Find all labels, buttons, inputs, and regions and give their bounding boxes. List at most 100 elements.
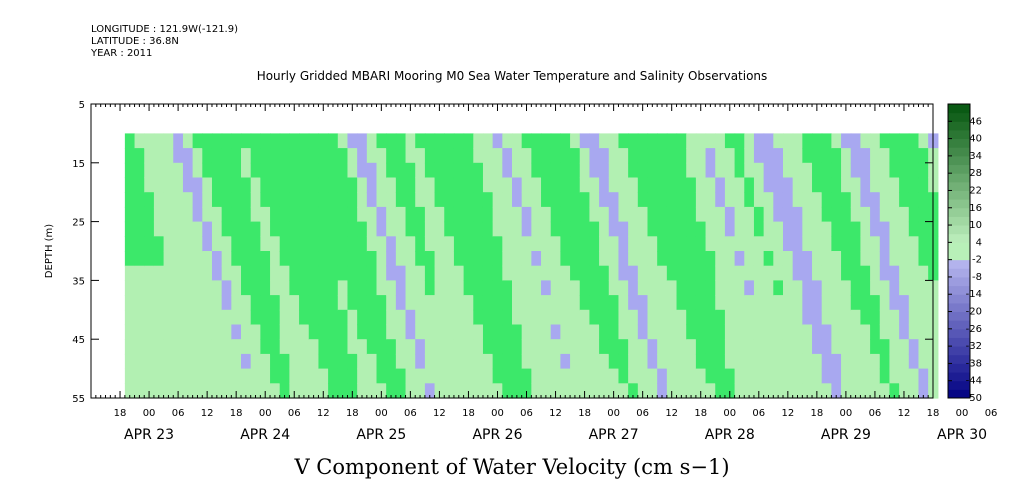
heatmap-cell	[647, 192, 658, 208]
heatmap-cell	[550, 295, 561, 311]
heatmap-cell	[279, 251, 290, 267]
heatmap-cell	[173, 309, 184, 326]
x-tick-label: 18	[810, 408, 823, 419]
heatmap-cell	[899, 177, 910, 193]
heatmap-cell	[850, 236, 862, 252]
heatmap-cell	[753, 368, 765, 384]
heatmap-cell	[541, 236, 552, 252]
heatmap-cell	[182, 265, 194, 281]
x-date-label: APR 28	[705, 427, 755, 443]
heatmap-cell	[231, 280, 242, 296]
heatmap-cell	[173, 353, 184, 370]
heatmap-cell	[415, 221, 426, 237]
heatmap-cell	[502, 309, 513, 326]
heatmap-cell	[647, 206, 658, 223]
colorbar-label: -14	[966, 289, 982, 300]
heatmap-cell	[153, 339, 165, 355]
heatmap-cell	[695, 133, 707, 149]
heatmap-cell	[134, 353, 145, 370]
heatmap-cell	[686, 339, 697, 355]
heatmap-cell	[279, 383, 290, 399]
heatmap-cell	[395, 148, 407, 164]
heatmap-cell	[182, 236, 194, 252]
heatmap-cell	[347, 206, 358, 223]
heatmap-cell	[482, 265, 494, 281]
heatmap-cell	[318, 148, 329, 164]
heatmap-cell	[560, 353, 571, 370]
colorbar-swatch	[948, 121, 970, 131]
heatmap-cell	[812, 353, 823, 370]
heatmap-cell	[812, 324, 823, 340]
heatmap-cell	[599, 251, 610, 267]
heatmap-cell	[279, 295, 290, 311]
heatmap-cell	[124, 265, 136, 281]
heatmap-cell	[299, 265, 310, 281]
heatmap-cell	[221, 324, 232, 340]
heatmap-cell	[608, 309, 620, 326]
heatmap-cell	[299, 177, 310, 193]
heatmap-cell	[415, 177, 426, 193]
heatmap-cell	[802, 251, 813, 267]
heatmap-cell	[202, 280, 213, 296]
heatmap-cell	[250, 265, 261, 281]
heatmap-cell	[560, 192, 571, 208]
heatmap-cell	[570, 251, 581, 267]
heatmap-cell	[279, 353, 290, 370]
heatmap-cell	[628, 192, 639, 208]
heatmap-cell	[279, 324, 290, 340]
colorbar-label: -2	[972, 255, 982, 266]
heatmap-cell	[299, 133, 310, 149]
heatmap-cell	[773, 280, 784, 296]
heatmap-cell	[521, 295, 532, 311]
heatmap-cell	[211, 368, 223, 384]
heatmap-cell	[715, 280, 726, 296]
heatmap-cell	[899, 383, 910, 399]
heatmap-cell	[153, 177, 165, 193]
heatmap-cell	[463, 353, 474, 370]
heatmap-cell	[357, 206, 368, 223]
heatmap-cell	[299, 162, 310, 179]
heatmap-cell	[782, 162, 794, 179]
heatmap-cell	[666, 309, 678, 326]
heatmap-cell	[686, 265, 697, 281]
heatmap-cell	[889, 192, 900, 208]
heatmap-cell	[589, 162, 600, 179]
heatmap-cell	[744, 368, 755, 384]
heatmap-cell	[860, 162, 871, 179]
heatmap-cell	[753, 251, 765, 267]
heatmap-cell	[289, 206, 300, 223]
heatmap-cell	[134, 133, 145, 149]
heatmap-cell	[860, 265, 871, 281]
heatmap-cell	[792, 192, 803, 208]
heatmap-cell	[821, 295, 832, 311]
heatmap-cell	[812, 177, 823, 193]
x-tick-label: 12	[898, 408, 911, 419]
heatmap-cell	[570, 148, 581, 164]
heatmap-cell	[463, 236, 474, 252]
heatmap-cell	[415, 265, 426, 281]
heatmap-cell	[753, 339, 765, 355]
heatmap-cell	[628, 206, 639, 223]
heatmap-cell	[386, 162, 397, 179]
heatmap-cell	[695, 265, 707, 281]
colorbar-swatch	[948, 104, 970, 114]
heatmap-cell	[492, 280, 503, 296]
heatmap-cell	[279, 265, 290, 281]
heatmap-cell	[599, 368, 610, 384]
heatmap-cell	[782, 192, 794, 208]
heatmap-cell	[308, 206, 320, 223]
heatmap-cell	[270, 148, 281, 164]
heatmap-cell	[686, 236, 697, 252]
heatmap-cell	[599, 280, 610, 296]
heatmap-cell	[724, 280, 736, 296]
heatmap-cell	[802, 236, 813, 252]
heatmap-cell	[279, 192, 290, 208]
heatmap-cell	[279, 280, 290, 296]
colorbar-label: 16	[969, 203, 982, 214]
heatmap-cell	[163, 236, 174, 252]
heatmap-cell	[241, 162, 252, 179]
heatmap-cell	[812, 339, 823, 355]
heatmap-cell	[763, 133, 774, 149]
heatmap-cell	[328, 148, 339, 164]
heatmap-cell	[608, 368, 620, 384]
